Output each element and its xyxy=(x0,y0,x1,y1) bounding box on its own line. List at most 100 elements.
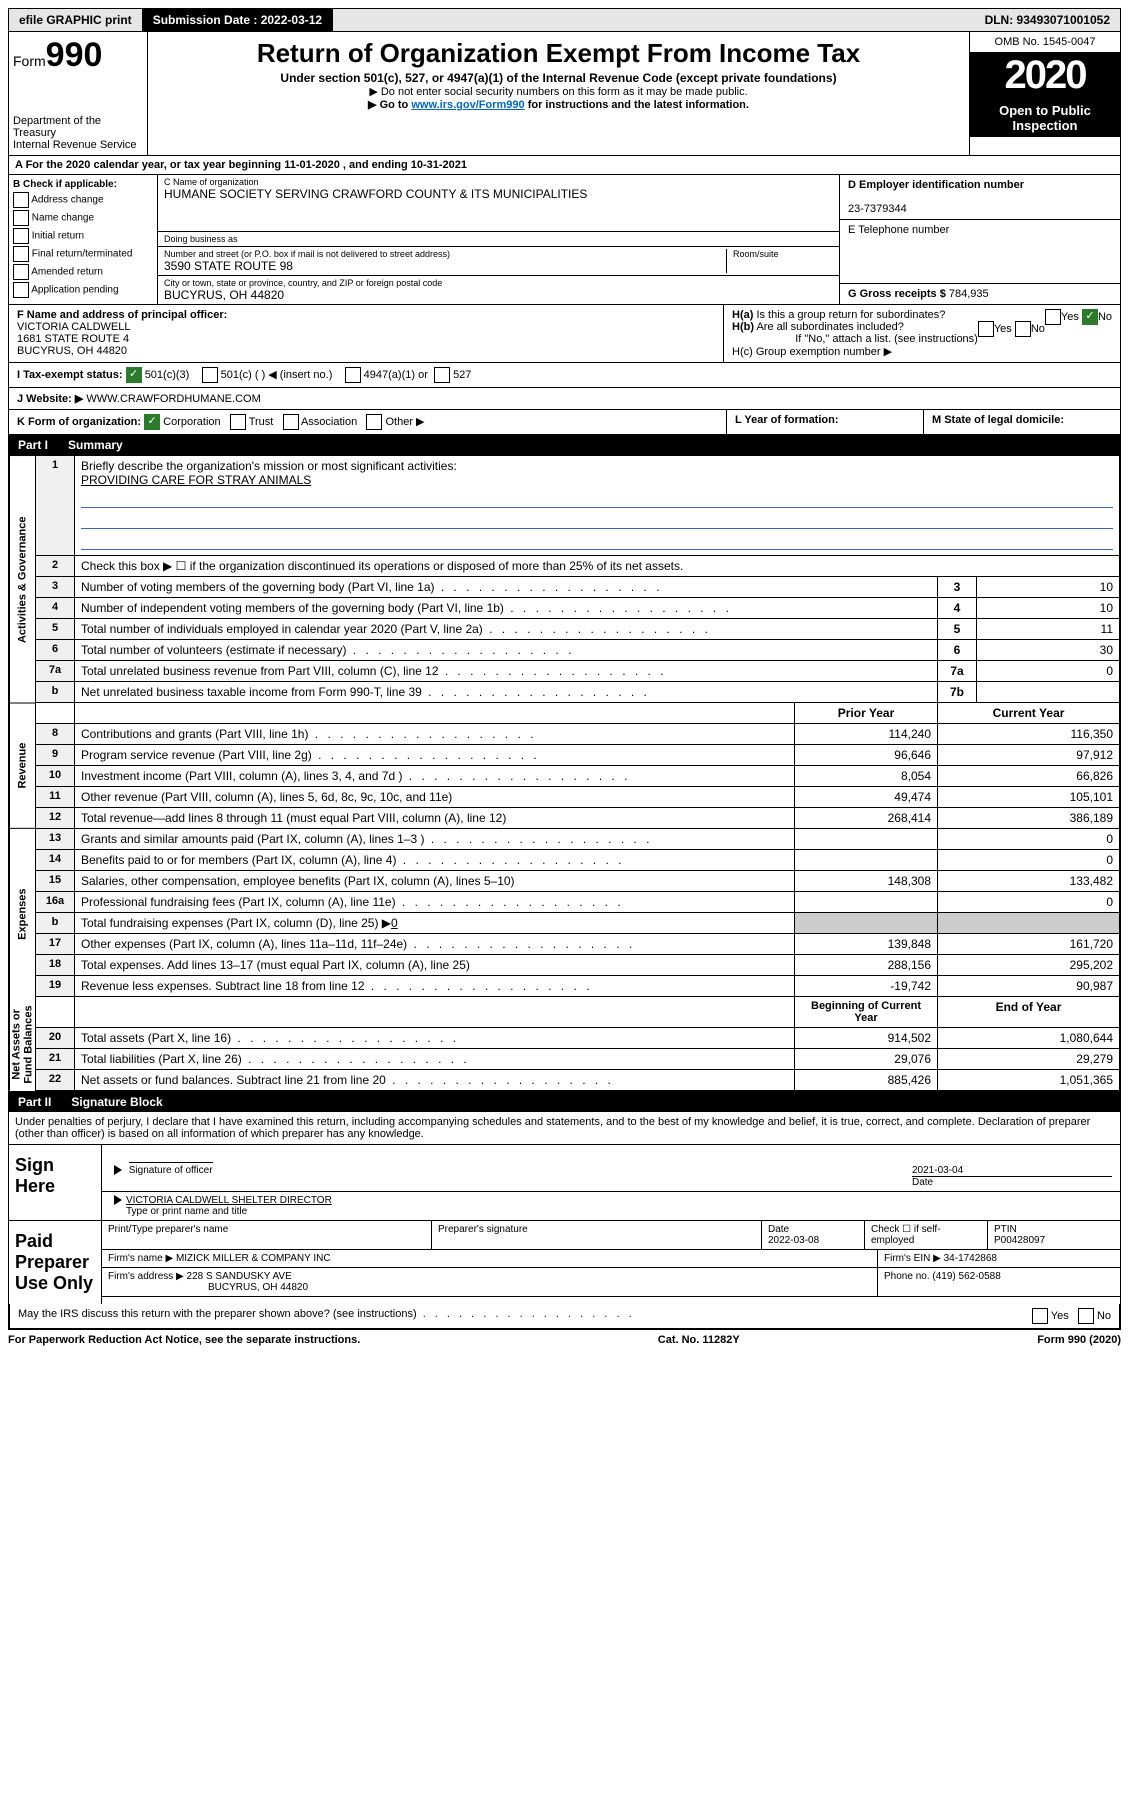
line17-label: Other expenses (Part IX, column (A), lin… xyxy=(81,937,407,951)
line5-label: Total number of individuals employed in … xyxy=(81,622,483,636)
line10-label: Investment income (Part VIII, column (A)… xyxy=(81,769,402,783)
line12-label: Total revenue—add lines 8 through 11 (mu… xyxy=(81,811,506,825)
ein: 23-7379344 xyxy=(848,203,907,215)
omb-number: OMB No. 1545-0047 xyxy=(970,32,1120,53)
page-footer: For Paperwork Reduction Act Notice, see … xyxy=(8,1330,1121,1350)
tax-year: 2020 xyxy=(970,53,1120,99)
line7a-val: 0 xyxy=(977,661,1120,682)
line16b-val: 0 xyxy=(391,916,398,930)
line18-prior: 288,156 xyxy=(795,955,938,976)
activities-vlabel: Activities & Governance xyxy=(9,455,35,703)
prep-date: 2022-03-08 xyxy=(768,1235,819,1246)
state-domicile-label: M State of legal domicile: xyxy=(932,414,1064,426)
officer-label: F Name and address of principal officer: xyxy=(17,309,227,321)
firm-addr: 228 S SANDUSKY AVE xyxy=(187,1271,292,1282)
line18-current: 295,202 xyxy=(938,955,1120,976)
final-return-checkbox[interactable]: Final return/terminated xyxy=(13,246,153,262)
sign-date: 2021-03-04 xyxy=(912,1165,1112,1176)
527-checkbox[interactable] xyxy=(434,367,450,383)
501c-checkbox[interactable] xyxy=(202,367,218,383)
line4-label: Number of independent voting members of … xyxy=(81,601,504,615)
form-org-row: K Form of organization: Corporation Trus… xyxy=(8,410,1121,435)
end-year-header: End of Year xyxy=(996,1000,1062,1014)
line7b-label: Net unrelated business taxable income fr… xyxy=(81,685,422,699)
part2-header: Part II Signature Block xyxy=(8,1092,1121,1112)
ptin-label: PTIN xyxy=(994,1224,1017,1235)
sign-arrow-icon xyxy=(114,1165,122,1175)
line6-val: 30 xyxy=(977,640,1120,661)
line10-prior: 8,054 xyxy=(795,766,938,787)
line17-prior: 139,848 xyxy=(795,934,938,955)
name-arrow-icon xyxy=(114,1195,122,1205)
org-name: HUMANE SOCIETY SERVING CRAWFORD COUNTY &… xyxy=(164,187,833,201)
firm-addr-label: Firm's address ▶ xyxy=(108,1271,184,1282)
summary-block: Activities & Governance Revenue Expenses… xyxy=(8,455,1121,1092)
officer-street: 1681 STATE ROUTE 4 xyxy=(17,333,129,345)
sign-date-label: Date xyxy=(912,1176,1112,1188)
hb-no-checkbox[interactable] xyxy=(1015,321,1031,337)
footer-left: For Paperwork Reduction Act Notice, see … xyxy=(8,1334,360,1346)
501c3-checkbox[interactable] xyxy=(126,367,142,383)
4947-checkbox[interactable] xyxy=(345,367,361,383)
line22-label: Net assets or fund balances. Subtract li… xyxy=(81,1073,386,1087)
form-subtitle: Under section 501(c), 527, or 4947(a)(1)… xyxy=(156,71,961,85)
expenses-vlabel: Expenses xyxy=(9,828,35,999)
form-header: Form990 Department of the Treasury Inter… xyxy=(8,32,1121,156)
corp-checkbox[interactable] xyxy=(144,414,160,430)
line12-current: 386,189 xyxy=(938,808,1120,829)
form990-link[interactable]: www.irs.gov/Form990 xyxy=(411,99,524,111)
dept-label: Department of the Treasury Internal Reve… xyxy=(13,115,143,151)
current-year-header: Current Year xyxy=(993,706,1065,720)
dba-label: Doing business as xyxy=(164,234,833,244)
line11-label: Other revenue (Part VIII, column (A), li… xyxy=(81,790,452,804)
phone-label: E Telephone number xyxy=(848,224,1112,236)
hb-yes-checkbox[interactable] xyxy=(978,321,994,337)
line20-current: 1,080,644 xyxy=(938,1028,1120,1049)
ptin-val: P00428097 xyxy=(994,1235,1045,1246)
name-change-checkbox[interactable]: Name change xyxy=(13,210,153,226)
line1-label: Briefly describe the organization's miss… xyxy=(81,459,457,473)
firm-city: BUCYRUS, OH 44820 xyxy=(208,1282,308,1293)
line2-label: Check this box ▶ ☐ if the organization d… xyxy=(75,556,1120,577)
ha-no-checkbox[interactable] xyxy=(1082,309,1098,325)
line18-label: Total expenses. Add lines 13–17 (must eq… xyxy=(81,958,470,972)
year-formation-label: L Year of formation: xyxy=(735,414,839,426)
discuss-label: May the IRS discuss this return with the… xyxy=(18,1308,417,1320)
efile-link-label[interactable]: efile GRAPHIC print xyxy=(9,9,143,31)
city-label: City or town, state or province, country… xyxy=(164,278,833,288)
line9-current: 97,912 xyxy=(938,745,1120,766)
line11-current: 105,101 xyxy=(938,787,1120,808)
officer-city: BUCYRUS, OH 44820 xyxy=(17,345,127,357)
firm-ein: 34-1742868 xyxy=(944,1253,997,1264)
assoc-checkbox[interactable] xyxy=(283,414,299,430)
line1-val: PROVIDING CARE FOR STRAY ANIMALS xyxy=(81,473,311,487)
revenue-vlabel: Revenue xyxy=(9,703,35,828)
footer-mid: Cat. No. 11282Y xyxy=(658,1334,740,1346)
trust-checkbox[interactable] xyxy=(230,414,246,430)
line21-prior: 29,076 xyxy=(795,1049,938,1070)
line21-label: Total liabilities (Part X, line 26) xyxy=(81,1052,242,1066)
prep-phone-label: Phone no. xyxy=(884,1271,930,1282)
signature-block: Under penalties of perjury, I declare th… xyxy=(8,1112,1121,1330)
initial-return-checkbox[interactable]: Initial return xyxy=(13,228,153,244)
amended-return-checkbox[interactable]: Amended return xyxy=(13,264,153,280)
website-row: J Website: ▶ WWW.CRAWFORDHUMANE.COM xyxy=(8,388,1121,410)
part1-header: Part I Summary xyxy=(8,435,1121,455)
line7b-val xyxy=(977,682,1120,703)
line9-label: Program service revenue (Part VIII, line… xyxy=(81,748,312,762)
discuss-yes-checkbox[interactable] xyxy=(1032,1308,1048,1324)
officer-name: VICTORIA CALDWELL xyxy=(17,321,131,333)
submission-date: Submission Date : 2022-03-12 xyxy=(143,9,333,31)
line3-val: 10 xyxy=(977,577,1120,598)
ha-yes-checkbox[interactable] xyxy=(1045,309,1061,325)
line15-label: Salaries, other compensation, employee b… xyxy=(81,874,515,888)
website-url: WWW.CRAWFORDHUMANE.COM xyxy=(86,393,260,405)
line17-current: 161,720 xyxy=(938,934,1120,955)
app-pending-checkbox[interactable]: Application pending xyxy=(13,282,153,298)
line7a-label: Total unrelated business revenue from Pa… xyxy=(81,664,439,678)
discuss-no-checkbox[interactable] xyxy=(1078,1308,1094,1324)
line13-prior xyxy=(795,829,938,850)
line8-current: 116,350 xyxy=(938,724,1120,745)
addr-change-checkbox[interactable]: Address change xyxy=(13,192,153,208)
other-checkbox[interactable] xyxy=(366,414,382,430)
